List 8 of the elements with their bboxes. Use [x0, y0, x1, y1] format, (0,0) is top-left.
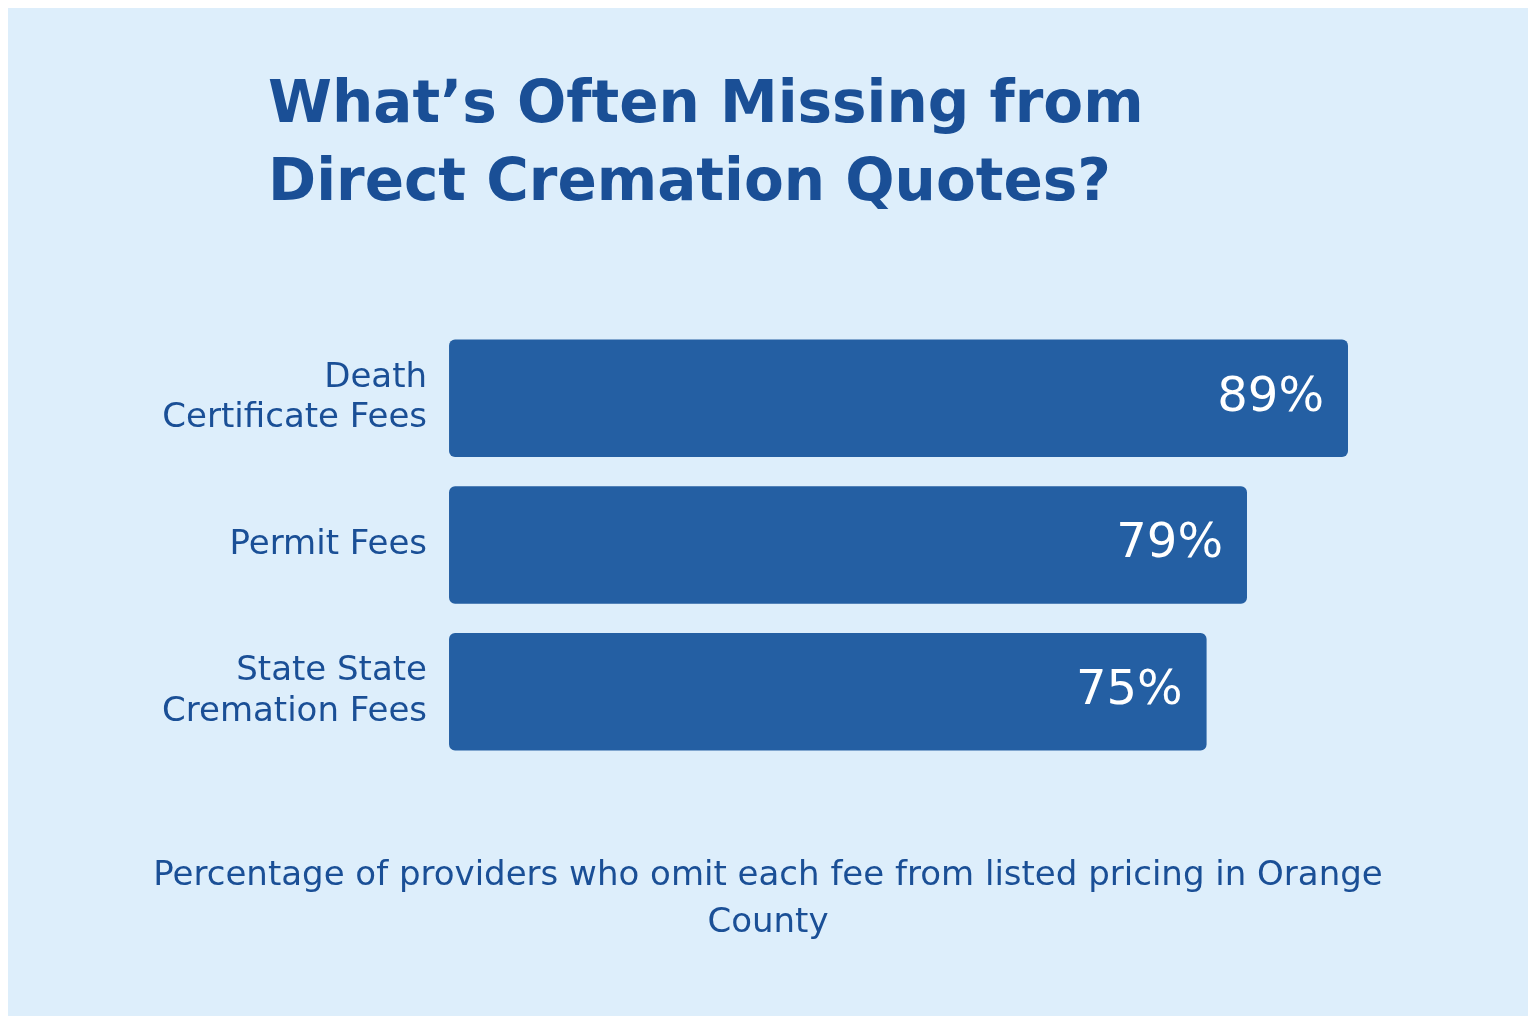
text: Percentage of providers who omit each fee from listed pricing in Orange County — [152, 851, 1384, 943]
y-tick-label: Death Certificate Fees — [162, 354, 428, 436]
data-label: 89% — [1217, 365, 1324, 422]
y-tick-label: Permit Fees — [229, 521, 428, 562]
data-label: 75% — [1075, 658, 1183, 715]
data-label: 79% — [1116, 512, 1223, 569]
y-tick-label: State State Cremation Fees — [162, 647, 428, 729]
chart-title: What’s Often Missing from Direct Cremation Quotes? — [268, 67, 1145, 217]
